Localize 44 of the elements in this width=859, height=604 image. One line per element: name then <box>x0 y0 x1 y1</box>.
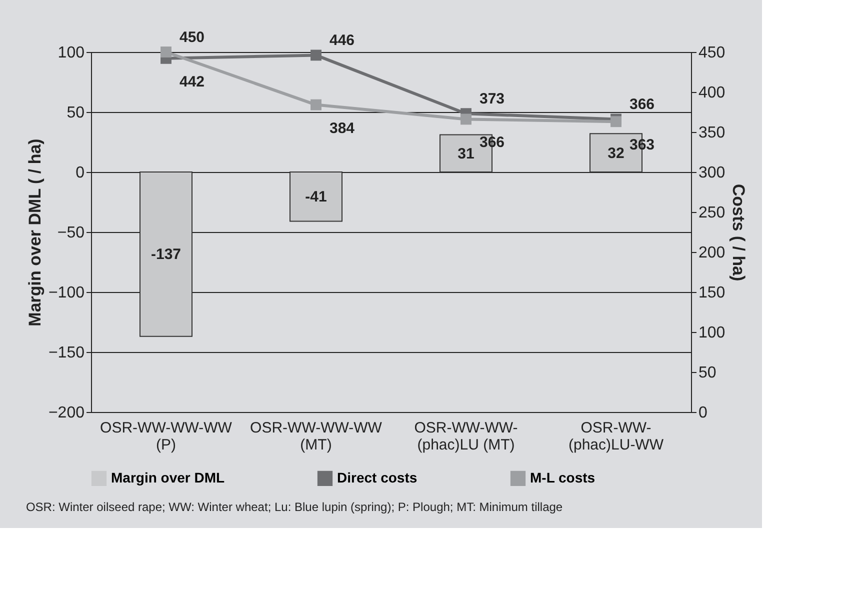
y2-tick-label: 400 <box>698 84 726 102</box>
y-tick-label: 100 <box>58 44 85 62</box>
x-tick-label: OSR-WW-WW-(phac)LU (MT) <box>414 420 518 454</box>
y2-tick-label: 200 <box>698 244 726 262</box>
y2-tick-label: 450 <box>698 44 726 62</box>
y2-tick-label: 100 <box>698 324 726 342</box>
point <box>160 46 172 58</box>
y-tick-label: −50 <box>57 224 85 242</box>
y2-tick-label: 50 <box>698 364 716 382</box>
data-label: 31 <box>458 145 474 162</box>
data-label: 32 <box>608 144 624 162</box>
data-label: 366 <box>629 96 655 114</box>
y-tick-label: −150 <box>48 344 85 362</box>
point <box>610 116 622 128</box>
data-label: 450 <box>179 29 205 46</box>
data-label: 446 <box>329 32 355 50</box>
y2-tick-label: 250 <box>698 204 726 222</box>
data-label: -137 <box>150 246 182 264</box>
y2-axis-title: Costs ( / ha) <box>729 184 748 282</box>
y2-tick-label: 0 <box>698 404 708 422</box>
point <box>310 50 322 61</box>
data-label: 384 <box>329 120 356 137</box>
data-label: 442 <box>179 73 205 90</box>
y-tick-label: −100 <box>48 284 85 302</box>
y-tick-label: 50 <box>66 104 85 122</box>
data-label: -41 <box>305 188 327 206</box>
y-axis-title: Margin over DML ( / ha) <box>25 138 44 326</box>
legend-label: Direct costs <box>337 469 418 486</box>
data-label: 373 <box>479 90 505 108</box>
y-tick-label: 0 <box>76 164 85 182</box>
bar <box>140 172 192 337</box>
y2-tick-label: 350 <box>698 124 726 142</box>
bar <box>290 172 342 222</box>
point <box>310 99 322 110</box>
y2-tick-label: 300 <box>698 164 726 182</box>
x-tick-label: OSR-WW-(phac)LU-WW <box>568 420 664 454</box>
y2-tick-label: 150 <box>698 284 726 302</box>
text: OSR: Winter oilseed rape; WW: Winter wheat; Lu: Blue lupin (spring); P: Plough; MT: Minimum tillage <box>26 500 563 514</box>
point <box>460 114 472 125</box>
legend-label: M-L costs <box>530 469 596 486</box>
x-tick-label: OSR-WW-WW-WW (MT) <box>250 420 383 454</box>
x-tick-label: OSR-WW-WW-WW (P) <box>100 420 233 454</box>
legend-label: Margin over DML <box>111 469 226 486</box>
y-tick-label: −200 <box>48 404 85 422</box>
